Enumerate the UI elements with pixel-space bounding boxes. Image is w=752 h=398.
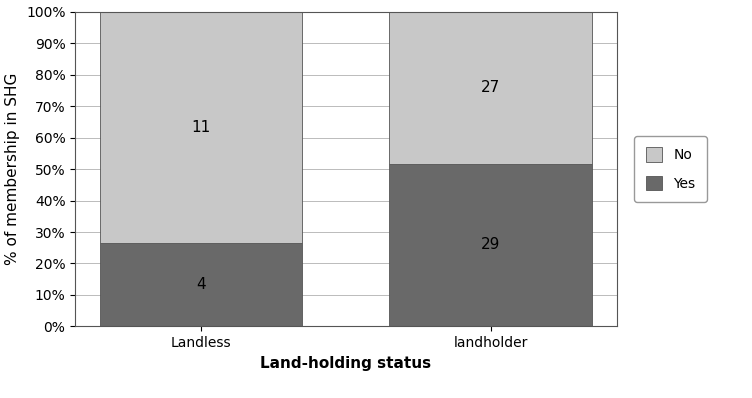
Text: 4: 4 xyxy=(196,277,206,292)
Text: 29: 29 xyxy=(481,238,500,252)
Legend: No, Yes: No, Yes xyxy=(635,136,707,202)
Text: 11: 11 xyxy=(192,120,211,135)
Bar xyxy=(390,12,592,164)
Bar xyxy=(100,12,302,242)
Bar xyxy=(390,164,592,326)
Y-axis label: % of membership in SHG: % of membership in SHG xyxy=(5,73,20,265)
Bar xyxy=(100,242,302,326)
Text: 27: 27 xyxy=(481,80,500,95)
X-axis label: Land-holding status: Land-holding status xyxy=(260,356,432,371)
